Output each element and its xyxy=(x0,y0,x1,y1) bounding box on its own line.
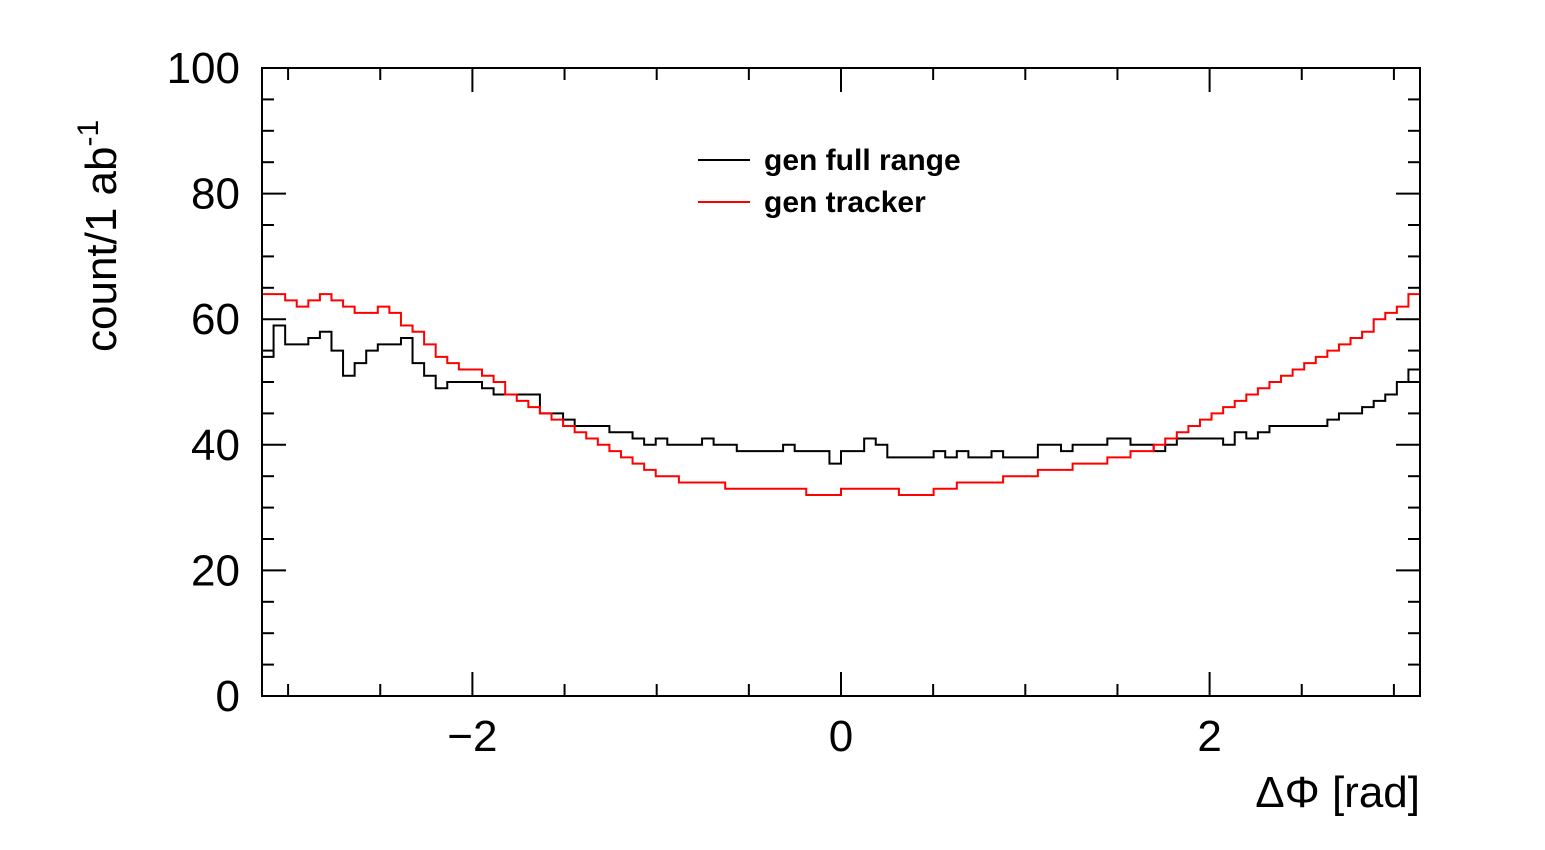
series-line-gen-full-range xyxy=(262,324,1420,465)
x-tick-label: −2 xyxy=(447,712,497,761)
series-line-gen-tracker xyxy=(262,293,1420,497)
axis-ticks xyxy=(262,67,1420,697)
y-tick-label: 80 xyxy=(191,170,240,219)
y-tick-label: 60 xyxy=(191,295,240,344)
y-axis-label-superscript: -1 xyxy=(72,120,105,147)
x-tick-label: 2 xyxy=(1197,712,1221,761)
legend: gen full range gen tracker xyxy=(698,144,961,219)
tick-labels: 0 20 40 60 80 100 −2 0 2 xyxy=(167,44,1222,761)
y-tick-label: 40 xyxy=(191,421,240,470)
y-tick-label: 0 xyxy=(216,672,240,721)
y-axis-label-main: count/1 ab xyxy=(77,147,126,353)
x-tick-label: 0 xyxy=(829,712,853,761)
y-tick-label: 20 xyxy=(191,546,240,595)
x-axis-label: ΔΦ [rad] xyxy=(1255,768,1420,817)
plot-area xyxy=(262,293,1420,497)
legend-label-gen-tracker: gen tracker xyxy=(764,186,926,219)
y-axis-label: count/1 ab-1 xyxy=(72,120,126,352)
y-tick-label: 100 xyxy=(167,44,240,93)
legend-label-gen-full-range: gen full range xyxy=(764,144,961,177)
